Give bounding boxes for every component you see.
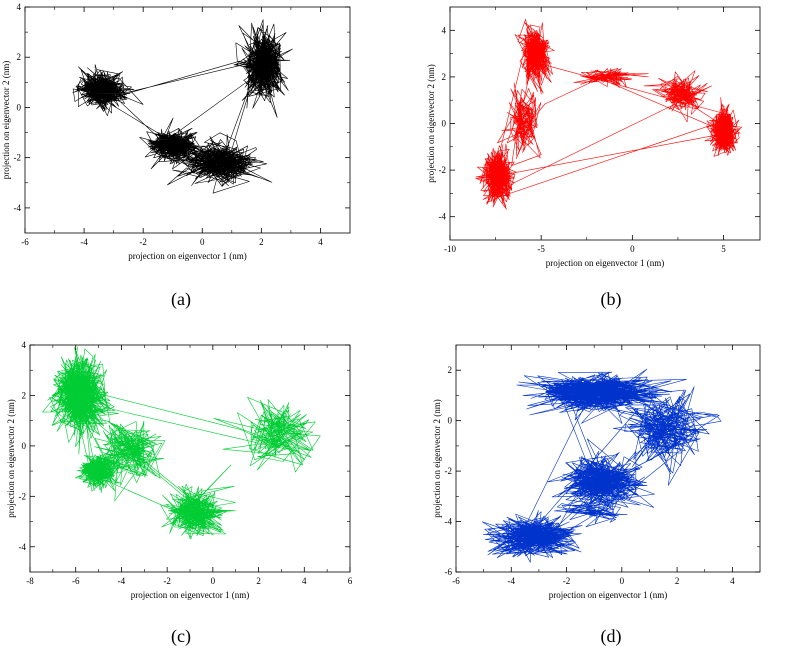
x-tick-label: 5 bbox=[721, 244, 726, 254]
panel-caption: (d) bbox=[601, 626, 622, 647]
plot-frame bbox=[24, 6, 351, 234]
panel-caption: (c) bbox=[171, 626, 191, 647]
x-tick-label: -5 bbox=[537, 244, 545, 254]
panel-caption: (a) bbox=[171, 289, 191, 310]
y-tick-label: 0 bbox=[17, 102, 22, 112]
trajectory-line bbox=[482, 368, 722, 563]
y-tick-label: 4 bbox=[442, 25, 447, 35]
panel-d: -6 -4 -2 0 2 4 -6 -4 -2 0 2 projection on eigenvect… bbox=[432, 344, 761, 647]
x-tick-label: -8 bbox=[26, 576, 34, 586]
x-tick-label: -2 bbox=[563, 576, 571, 586]
y-axis-title: projection on eigenvector 2 (nm) bbox=[6, 399, 16, 517]
y-tick-label: -4 bbox=[14, 203, 22, 213]
y-tick-label: 4 bbox=[22, 340, 27, 350]
y-tick-label: -2 bbox=[14, 153, 22, 163]
y-axis-title: projection on eigenvector 2 (nm) bbox=[426, 64, 436, 182]
y-tick-label: -6 bbox=[445, 567, 453, 577]
x-axis-title: projection on eigenvector 1 (nm) bbox=[546, 258, 664, 268]
x-tick-label: -6 bbox=[72, 576, 80, 586]
y-tick-label: 2 bbox=[448, 365, 453, 375]
y-tick-label: 0 bbox=[442, 119, 447, 129]
x-tick-label: 4 bbox=[318, 237, 323, 247]
x-tick-label: 0 bbox=[200, 237, 205, 247]
y-tick-label: -4 bbox=[439, 212, 447, 222]
panel-c: -8 -6 -4 -2 0 2 4 6 -4 -2 0 2 4 projection on eigenve… bbox=[6, 340, 353, 647]
plot-frame bbox=[455, 344, 761, 573]
x-axis-title: projection on eigenvector 1 (nm) bbox=[549, 590, 667, 600]
x-tick-label: -6 bbox=[21, 237, 29, 247]
x-tick-label: 2 bbox=[259, 237, 264, 247]
x-tick-label: 0 bbox=[630, 244, 635, 254]
x-tick-label: 0 bbox=[620, 576, 625, 586]
panel-b: -10 -5 0 5 -4 -2 0 2 4 projection on eigenvector … bbox=[426, 6, 761, 310]
y-tick-label: 0 bbox=[448, 416, 453, 426]
x-tick-label: 0 bbox=[211, 576, 216, 586]
trajectory-line bbox=[72, 19, 293, 194]
x-tick-label: 4 bbox=[730, 576, 735, 586]
panel-caption: (b) bbox=[601, 289, 622, 310]
x-tick-label: 4 bbox=[302, 576, 307, 586]
y-tick-label: -2 bbox=[445, 466, 453, 476]
x-tick-label: -10 bbox=[444, 244, 456, 254]
panel-a: -6 -4 -2 0 2 4 -4 -2 0 2 4 projection on eigenvecto… bbox=[1, 2, 351, 310]
trajectory-line bbox=[475, 18, 742, 210]
x-tick-label: -4 bbox=[118, 576, 126, 586]
y-tick-label: -4 bbox=[19, 542, 27, 552]
y-tick-label: 0 bbox=[22, 441, 27, 451]
y-tick-label: 2 bbox=[17, 52, 22, 62]
y-tick-label: 2 bbox=[442, 72, 447, 82]
y-tick-label: 2 bbox=[22, 390, 27, 400]
y-axis-title: projection on eigenvector 2 (nm) bbox=[1, 61, 11, 179]
x-tick-label: 2 bbox=[675, 576, 680, 586]
trajectory-line bbox=[42, 346, 321, 540]
x-axis-title: projection on eigenvector 1 (nm) bbox=[128, 251, 246, 261]
x-tick-label: -2 bbox=[163, 576, 171, 586]
x-tick-label: -6 bbox=[452, 576, 460, 586]
y-tick-label: -2 bbox=[439, 165, 447, 175]
y-tick-label: 4 bbox=[17, 2, 22, 12]
x-tick-label: -2 bbox=[139, 237, 147, 247]
x-tick-label: -4 bbox=[508, 576, 516, 586]
x-tick-label: 2 bbox=[256, 576, 261, 586]
x-axis-title: projection on eigenvector 1 (nm) bbox=[131, 590, 249, 600]
y-tick-label: -2 bbox=[19, 491, 27, 501]
x-tick-label: -4 bbox=[80, 237, 88, 247]
x-tick-label: 6 bbox=[348, 576, 353, 586]
y-axis-title: projection on eigenvector 2 (nm) bbox=[432, 399, 442, 517]
y-tick-label: -4 bbox=[445, 517, 453, 527]
